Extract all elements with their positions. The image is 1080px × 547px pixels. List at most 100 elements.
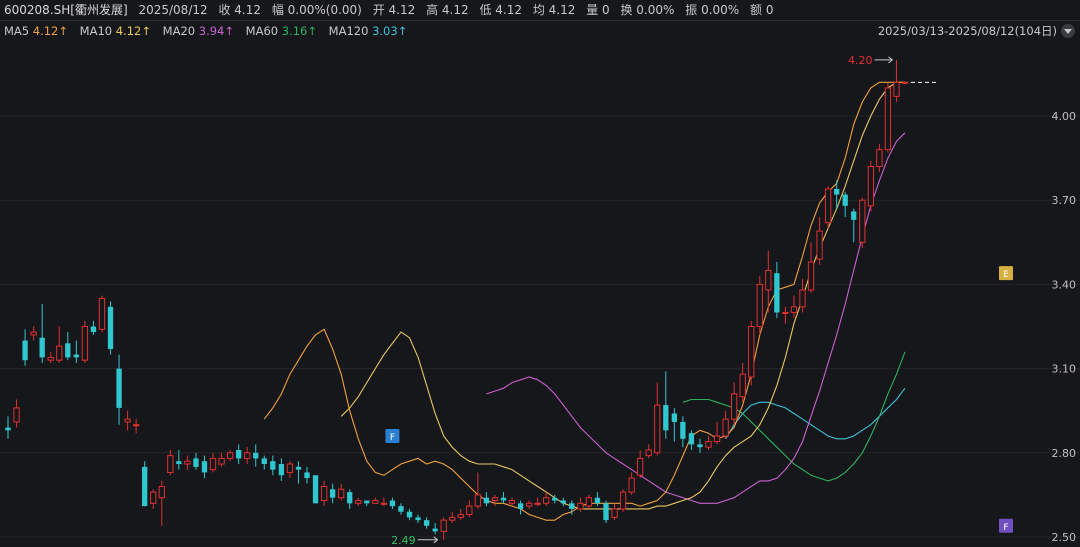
candle-body-up: [884, 87, 892, 151]
candle-body-up: [654, 404, 661, 454]
turnover: 换 0.00%: [620, 3, 675, 17]
candle-body-down: [671, 413, 677, 422]
ma5-line: [263, 81, 905, 521]
high-price: 高 4.12: [426, 3, 469, 17]
candle-body-down: [304, 472, 310, 479]
candle-body-up: [132, 424, 140, 427]
candle-body-up: [756, 283, 763, 327]
candle-body-down: [65, 343, 71, 358]
candle-body-down: [552, 497, 558, 501]
chevron-down-icon[interactable]: [1061, 24, 1075, 38]
amplitude: 振 0.00%: [685, 3, 740, 17]
candle-body-up: [158, 485, 165, 499]
candle-body-up: [466, 505, 473, 516]
close-price: 收 4.12: [218, 3, 262, 17]
candle-body-down: [594, 497, 601, 504]
candle-body-up: [893, 81, 900, 97]
event-marker: [385, 428, 400, 443]
candle-body-down: [688, 433, 695, 445]
candle-body-up: [13, 407, 20, 423]
candle-body-down: [312, 475, 319, 504]
candle-body-down: [663, 405, 669, 431]
y-tick-label: 3.70: [1052, 194, 1077, 207]
y-tick-label: 2.50: [1052, 531, 1077, 544]
candle-body-down: [39, 337, 45, 358]
candle-body-down: [560, 500, 566, 504]
candle-body-up: [320, 485, 328, 502]
candle-body-down: [236, 449, 242, 459]
stock-symbol[interactable]: 600208.SH[衢州发展]: [4, 3, 128, 17]
candle-body-up: [457, 514, 464, 518]
candle-body-up: [184, 460, 191, 465]
ma20-legend[interactable]: MA20 3.94↑: [162, 24, 235, 38]
avg-price: 均 4.12: [532, 3, 576, 17]
candle-body-down: [406, 511, 413, 518]
ma-legend: MA5 4.12↑ MA10 4.12↑ MA20 3.94↑ MA60 3.1…: [0, 21, 1080, 41]
candle-body-up: [628, 477, 635, 493]
candlestick-chart[interactable]: 4.00 3.70 3.40 3.10 2.80 2.50 4.20 2.49 F E F: [0, 40, 1080, 547]
candle-body-up: [30, 331, 37, 336]
event-marker-label: E: [1003, 270, 1009, 280]
candle-body-up: [722, 418, 729, 437]
candle-body-down: [851, 211, 857, 220]
quote-header: 600208.SH[衢州发展] 2025/08/12 收 4.12 幅 0.00…: [0, 0, 1080, 20]
event-marker: [999, 518, 1013, 533]
candle-body-down: [73, 354, 79, 358]
ma120-legend[interactable]: MA120 3.03↑: [328, 24, 408, 38]
candle-body-up: [619, 491, 627, 510]
candle-body-down: [697, 444, 703, 448]
candle-body-down: [278, 464, 285, 476]
header-divider: [0, 20, 1080, 21]
candle-body-up: [645, 449, 652, 457]
candle-body-down: [347, 492, 353, 504]
candle-body-up: [56, 345, 63, 361]
y-tick-label: 2.80: [1052, 447, 1077, 460]
candle-body-down: [142, 466, 148, 507]
candle-body-up: [876, 149, 883, 168]
candle-body-down: [603, 503, 609, 521]
candle-body-up: [167, 455, 174, 473]
quote-date: 2025/08/12: [138, 3, 208, 17]
open-price: 开 4.12: [372, 3, 416, 17]
candle-body-up: [748, 326, 755, 378]
candle-body-up: [585, 497, 593, 507]
candle-body-up: [867, 166, 874, 207]
candle-body-up: [474, 494, 482, 507]
candle-body-up: [150, 491, 157, 504]
candle-body-up: [859, 199, 866, 243]
ma10-legend[interactable]: MA10 4.12↑: [79, 24, 152, 38]
candle-body-up: [380, 502, 388, 505]
ma5-value: 4.12↑: [32, 24, 69, 38]
candle-body-down: [261, 458, 267, 465]
candle-body-down: [842, 194, 848, 206]
candle-body-down: [432, 528, 438, 532]
candle-body-up: [543, 497, 550, 504]
ma5-legend[interactable]: MA5 4.12↑: [4, 24, 69, 38]
candle-body-down: [483, 497, 490, 504]
candle-body-up: [355, 500, 362, 504]
event-marker: [999, 266, 1013, 281]
event-marker-label: F: [1003, 523, 1008, 533]
candle-body-up: [611, 508, 618, 518]
date-range-label: 2025/03/13-2025/08/12(104日): [877, 24, 1057, 38]
candle-body-up: [730, 393, 738, 420]
candle-body-down: [253, 452, 259, 459]
candle-body-down: [834, 188, 840, 195]
date-range-selector[interactable]: 2025/03/13-2025/08/12(104日): [878, 22, 1075, 40]
ma60-legend[interactable]: MA60 3.16↑: [245, 24, 318, 38]
candle-body-down: [389, 500, 396, 507]
candle-body-up: [286, 463, 294, 473]
candle-body-up: [637, 457, 644, 476]
amount: 额 0: [750, 3, 774, 17]
ma120-value: 3.03↑: [372, 24, 408, 38]
candle-body-up: [209, 457, 217, 471]
candle-body-up: [440, 519, 447, 532]
high-arrow-head: [888, 56, 893, 64]
ma60-value: 3.16↑: [281, 24, 318, 38]
candle-body-up: [790, 306, 798, 313]
candle-body-up: [508, 500, 516, 504]
candle-body-up: [807, 261, 815, 291]
candle-body-down: [423, 520, 430, 526]
candle-body-down: [415, 517, 421, 521]
candle-body-down: [774, 273, 780, 313]
